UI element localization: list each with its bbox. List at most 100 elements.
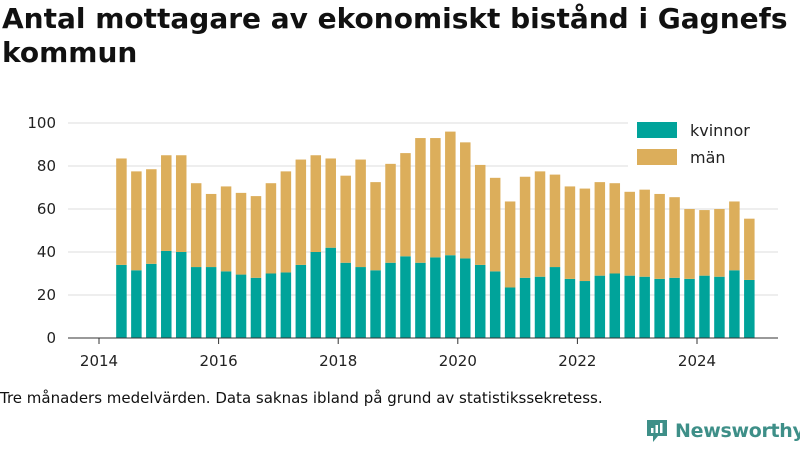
bar-man bbox=[699, 210, 710, 276]
bar-man bbox=[684, 209, 695, 279]
bar-kvinnor bbox=[445, 255, 456, 338]
bar-kvinnor bbox=[415, 262, 426, 338]
bar-kvinnor bbox=[235, 274, 247, 338]
bar-kvinnor bbox=[161, 250, 172, 338]
y-tick-label: 60 bbox=[37, 200, 56, 218]
bar-kvinnor bbox=[564, 278, 576, 338]
bar-kvinnor bbox=[654, 278, 665, 338]
bar-man bbox=[729, 201, 740, 271]
bar-man bbox=[116, 158, 127, 265]
bar-man bbox=[355, 159, 366, 268]
bar-kvinnor bbox=[295, 264, 307, 338]
bar-kvinnor bbox=[489, 271, 501, 338]
bar-kvinnor bbox=[265, 273, 277, 338]
bar-kvinnor bbox=[280, 272, 292, 338]
bar-man bbox=[175, 155, 187, 252]
bar-man bbox=[474, 164, 486, 265]
bar-man bbox=[325, 158, 336, 248]
bar-kvinnor bbox=[504, 287, 516, 338]
bar-man bbox=[146, 169, 157, 264]
bar-man bbox=[519, 176, 531, 278]
chart-title: Antal mottagare av ekonomiskt bistånd i … bbox=[2, 2, 788, 69]
bar-kvinnor bbox=[624, 275, 635, 338]
legend-label: kvinnor bbox=[690, 121, 750, 140]
bar-man bbox=[594, 182, 606, 276]
bar-kvinnor bbox=[669, 277, 680, 338]
bar-kvinnor bbox=[699, 275, 710, 338]
bars bbox=[116, 131, 755, 338]
bar-man bbox=[310, 155, 322, 252]
bar-man bbox=[415, 138, 426, 263]
bar-man bbox=[280, 171, 292, 273]
y-tick-label: 40 bbox=[37, 243, 56, 261]
y-tick-label: 80 bbox=[37, 157, 56, 175]
bar-man bbox=[714, 209, 725, 277]
x-tick-label: 2018 bbox=[319, 352, 357, 370]
bar-kvinnor bbox=[205, 267, 217, 338]
bar-man bbox=[295, 159, 307, 265]
chart-caption: Tre månaders medelvärden. Data saknas ib… bbox=[0, 389, 603, 407]
y-tick-label: 100 bbox=[27, 114, 56, 132]
bar-kvinnor bbox=[684, 278, 695, 338]
bar-man bbox=[131, 171, 142, 271]
bar-kvinnor bbox=[355, 267, 366, 338]
bar-kvinnor bbox=[385, 262, 396, 338]
bar-kvinnor bbox=[714, 276, 725, 338]
bar-kvinnor bbox=[430, 257, 441, 338]
bar-kvinnor bbox=[744, 279, 755, 338]
bar-man bbox=[370, 182, 381, 271]
bar-kvinnor bbox=[131, 270, 142, 338]
legend-swatch-mn bbox=[637, 149, 677, 165]
bar-kvinnor bbox=[190, 267, 202, 338]
bar-man bbox=[579, 188, 591, 282]
bar-man bbox=[549, 174, 561, 268]
bar-man bbox=[669, 197, 680, 278]
bar-kvinnor bbox=[310, 252, 322, 338]
newsworthy-logo-icon bbox=[647, 420, 667, 442]
bar-man bbox=[609, 183, 621, 274]
bar-kvinnor bbox=[519, 277, 531, 338]
bar-man bbox=[504, 201, 516, 288]
y-tick-label: 20 bbox=[37, 286, 56, 304]
bar-kvinnor bbox=[175, 252, 187, 338]
bar-man bbox=[235, 192, 247, 275]
x-tick-label: 2020 bbox=[439, 352, 477, 370]
bar-man bbox=[489, 177, 501, 272]
bar-kvinnor bbox=[534, 276, 546, 338]
bar-kvinnor bbox=[549, 267, 561, 338]
legend-label: män bbox=[690, 148, 726, 167]
y-axis-ticks: 0 20 40 60 80 100 bbox=[27, 114, 56, 347]
x-tick-label: 2022 bbox=[558, 352, 596, 370]
bar-kvinnor bbox=[250, 277, 262, 338]
legend-swatch-kvinnor bbox=[637, 122, 677, 138]
bar-man bbox=[654, 193, 665, 279]
bar-man bbox=[265, 183, 277, 274]
bar-kvinnor bbox=[146, 263, 157, 338]
bar-kvinnor bbox=[579, 281, 591, 338]
bar-man bbox=[220, 186, 232, 272]
brand-name: Newsworthy bbox=[675, 420, 800, 442]
bar-man bbox=[624, 191, 635, 276]
bar-kvinnor bbox=[639, 276, 650, 338]
bar-man bbox=[445, 131, 456, 256]
bar-man bbox=[564, 186, 576, 279]
bar-kvinnor bbox=[325, 247, 336, 338]
x-tick-label: 2016 bbox=[200, 352, 238, 370]
bar-man bbox=[250, 196, 262, 278]
bar-kvinnor bbox=[729, 270, 740, 338]
bar-man bbox=[639, 189, 650, 277]
bar-man bbox=[385, 163, 396, 263]
bar-kvinnor bbox=[220, 271, 232, 338]
bar-man bbox=[205, 193, 217, 268]
x-tick-label: 2014 bbox=[80, 352, 118, 370]
bar-man bbox=[430, 138, 441, 258]
bar-kvinnor bbox=[340, 262, 351, 338]
brand-logo[interactable]: Newsworthy bbox=[645, 418, 800, 444]
bar-man bbox=[340, 175, 351, 263]
x-tick-label: 2024 bbox=[678, 352, 716, 370]
bar-man bbox=[400, 153, 411, 257]
bar-man bbox=[534, 171, 546, 277]
y-tick-label: 0 bbox=[46, 329, 56, 347]
bar-kvinnor bbox=[460, 258, 471, 338]
